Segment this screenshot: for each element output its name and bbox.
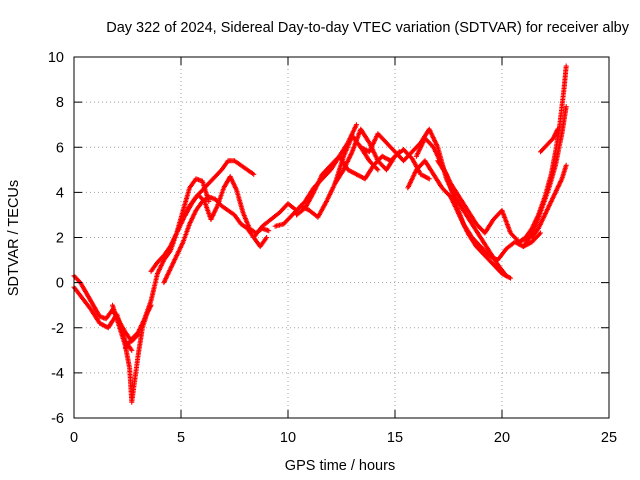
y-tick-label: 0 [56, 276, 64, 292]
y-tick-label: 10 [48, 50, 64, 66]
x-tick-label: 5 [177, 430, 185, 446]
y-tick-label: 4 [56, 185, 64, 201]
data-points [71, 63, 569, 405]
y-tick-label: 8 [56, 95, 64, 111]
chart-title: Day 322 of 2024, Sidereal Day-to-day VTE… [106, 20, 630, 36]
y-tick-label: -2 [51, 321, 64, 337]
series-marks [332, 126, 432, 186]
series-marks [538, 126, 561, 155]
y-axis-label: SDTVAR / TECUs [6, 180, 22, 296]
y-tick-label: 2 [56, 231, 64, 247]
y-tick-label: 6 [56, 140, 64, 156]
y-tick-label: -6 [51, 411, 64, 427]
series-marks [251, 122, 359, 240]
x-axis-label: GPS time / hours [285, 458, 395, 474]
x-tick-label: 25 [601, 430, 617, 446]
series-marks [71, 273, 141, 344]
series-marks [161, 194, 270, 286]
grid-lines [74, 57, 609, 418]
series-marks [110, 302, 154, 405]
x-tick-label: 0 [70, 430, 78, 446]
series-marks [520, 104, 569, 250]
series-marks [122, 176, 212, 351]
y-axis-ticks: -6 -4 -2 0 2 4 6 8 10 [48, 50, 609, 427]
x-tick-label: 20 [494, 430, 510, 446]
y-tick-label: -4 [51, 366, 64, 382]
series-marks [529, 162, 569, 240]
x-tick-label: 15 [387, 430, 403, 446]
series-marks [148, 158, 257, 274]
series-marks [182, 174, 272, 236]
x-tick-label: 10 [280, 430, 296, 446]
x-axis-ticks: 0 5 10 15 20 25 [70, 57, 617, 446]
series-marks [294, 149, 402, 218]
